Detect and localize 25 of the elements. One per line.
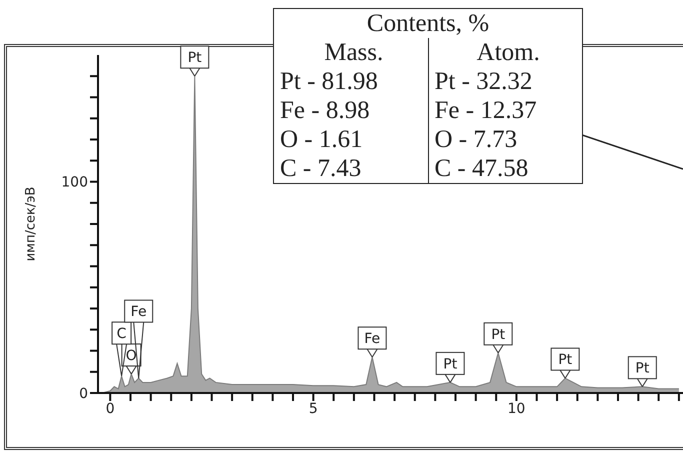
annotation: Fe - 8.98 — [280, 96, 371, 125]
annotation: Pt — [558, 352, 573, 368]
annotation: O — [126, 348, 137, 364]
text: Contents, % — [366, 9, 490, 38]
annotation: Fe - 12.37 — [434, 96, 538, 125]
annotation: C - 47.58 — [434, 154, 530, 183]
x-tick-label: 5 — [308, 400, 318, 417]
y-axis-title: имп/сек/эВ — [24, 186, 39, 262]
annotation: Pt - 81.98 — [280, 67, 379, 96]
annotation: O - 1.61 — [280, 125, 364, 154]
annotation: Fe — [364, 331, 380, 348]
y-tick-label: 100 — [61, 174, 88, 191]
annotation: Mass. — [323, 38, 384, 67]
annotation: Fe — [130, 304, 147, 320]
annotation: Pt — [188, 50, 202, 66]
annotation: Pt - 32.32 — [434, 67, 534, 96]
annotation: Atom. — [476, 38, 541, 67]
annotation: Pt — [635, 360, 650, 377]
annotation: C — [116, 326, 127, 342]
annotation: Pt — [491, 326, 506, 343]
annotation: C - 7.43 — [280, 154, 362, 183]
annotation: Pt — [443, 356, 458, 372]
annotation: O - 7.73 — [434, 125, 518, 154]
x-tick-label: 0 — [106, 400, 115, 417]
x-tick-label: 10 — [508, 400, 526, 417]
